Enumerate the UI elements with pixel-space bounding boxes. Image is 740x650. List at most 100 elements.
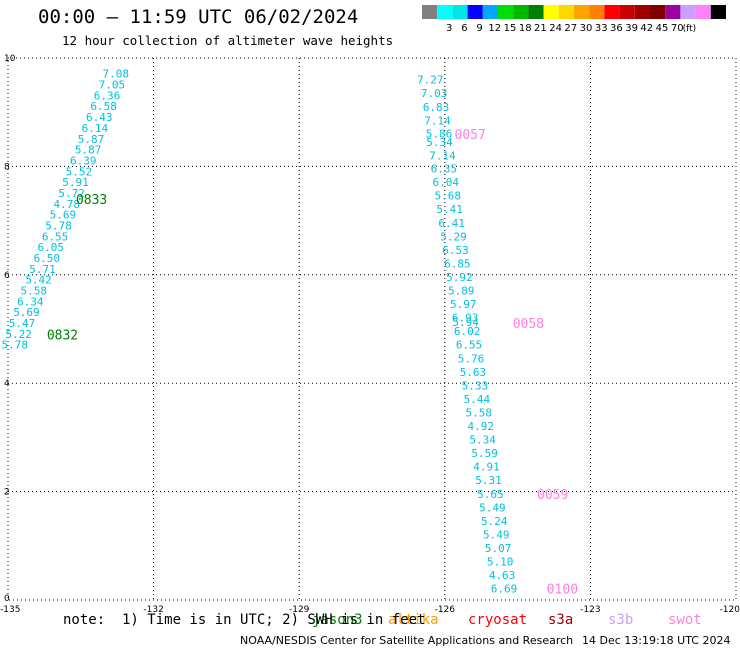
wave-height-value: 5.34 (426, 136, 453, 149)
pass-time-label: 0832 (47, 328, 78, 343)
wave-height-value: 5.92 (446, 271, 473, 284)
color-scale-label: 24 (549, 23, 562, 34)
wave-height-value: 5.78 (2, 339, 29, 352)
color-scale-label: 39 (625, 23, 638, 34)
y-tick-label: 2 (4, 488, 10, 498)
wave-height-value: 6.36 (94, 89, 121, 102)
wave-height-value: 7.14 (424, 114, 451, 127)
wave-height-value: 5.97 (450, 298, 477, 311)
pass-time-label: 0100 (547, 583, 578, 598)
legend-item-cryosat: cryosat (468, 612, 528, 628)
color-swatch (574, 5, 590, 19)
y-tick-label: 0 (4, 594, 10, 604)
color-swatch (634, 5, 650, 19)
color-swatch (437, 5, 453, 19)
wave-height-value: 4.91 (473, 461, 500, 474)
color-scale-label: 12 (488, 23, 501, 34)
color-scale-label: 42 (640, 23, 653, 34)
wave-height-value: 5.49 (479, 501, 506, 514)
color-scale-label: 18 (519, 23, 532, 34)
wave-height-value: 6.69 (491, 583, 518, 596)
wave-height-value: 6.55 (42, 230, 69, 243)
map-title: 00:00 – 11:59 UTC 06/02/2024 (38, 6, 359, 28)
wave-height-value: 5.69 (50, 209, 77, 222)
map-subtitle: 12 hour collection of altimeter wave hei… (62, 33, 394, 48)
wave-height-value: 7.03 (421, 87, 448, 100)
legend-item-s3b: s3b (608, 612, 634, 628)
color-scale-label: 27 (564, 23, 577, 34)
color-scale-label: 6 (461, 23, 467, 34)
pass-time-label: 0059 (537, 488, 568, 503)
wave-height-value: 6.05 (37, 241, 64, 254)
color-swatch (680, 5, 696, 19)
pass-time-label: 0058 (513, 317, 544, 332)
wave-height-value: 7.27 (417, 74, 444, 87)
wave-height-value: 6.34 (17, 295, 44, 308)
color-swatch (467, 5, 483, 19)
color-scale-bar: 3 6 9 12 15 18 21 24 27 30 33 36 39 42 45 70 (ft) (422, 5, 726, 34)
x-tick-label: -129 (289, 605, 310, 615)
wave-height-value: 6.58 (90, 100, 117, 113)
legend-item-s3a: s3a (548, 612, 574, 628)
pass-time-label: 0057 (455, 128, 486, 143)
color-scale-label: 33 (595, 23, 608, 34)
wave-height-value: 5.24 (481, 515, 508, 528)
wave-height-value: 5.44 (464, 393, 491, 406)
wave-height-value: 6.93 (452, 312, 479, 325)
color-swatch (543, 5, 559, 19)
wave-height-value: 5.87 (75, 144, 102, 157)
wave-height-value: 5.59 (471, 447, 498, 460)
wave-height-value: 6.02 (454, 325, 481, 338)
wave-height-value: 5.58 (466, 406, 493, 419)
wave-height-value: 5.49 (483, 528, 510, 541)
color-scale-label: 21 (534, 23, 547, 34)
wave-height-value: 6.85 (444, 257, 471, 270)
color-swatch (513, 5, 529, 19)
wave-height-value: 4.92 (467, 420, 494, 433)
wave-height-value: 5.91 (62, 176, 89, 189)
wave-height-value: 5.69 (13, 306, 40, 319)
y-tick-label: 4 (4, 379, 10, 389)
wave-height-value: 5.34 (469, 434, 496, 447)
wave-height-value: 5.47 (9, 317, 36, 330)
wave-height-value: 6.39 (70, 154, 97, 167)
wave-height-value: 7.08 (102, 68, 129, 81)
color-swatch (482, 5, 498, 19)
wave-height-value: 6.41 (438, 217, 465, 230)
wave-height-value: 5.22 (5, 328, 32, 341)
wave-height-value: 6.55 (456, 339, 483, 352)
wave-height-value: 6.50 (34, 252, 61, 265)
wave-height-value: 7.05 (99, 79, 126, 92)
generated-timestamp: 14 Dec 13:19:18 UTC 2024 (582, 634, 731, 647)
wave-height-value: 5.76 (458, 352, 485, 365)
wave-height-value: 5.65 (477, 488, 504, 501)
wave-height-value: 5.58 (20, 285, 47, 298)
color-scale-label: 45 (656, 23, 669, 34)
wave-height-value: 6.04 (433, 176, 460, 189)
color-swatch (665, 5, 681, 19)
x-tick-label: -120 (720, 605, 740, 615)
x-tick-label: -123 (580, 605, 600, 615)
color-scale-label: 70 (671, 23, 684, 34)
wave-height-value: 5.72 (58, 187, 85, 200)
wave-height-value: 5.10 (487, 556, 514, 569)
wave-height-value: 5.31 (475, 474, 502, 487)
legend-item-swot: swot (668, 612, 702, 628)
wave-height-value: 6.53 (442, 244, 469, 257)
color-scale-label: 9 (476, 23, 482, 34)
color-swatch (528, 5, 544, 19)
color-swatch (498, 5, 514, 19)
wave-height-value: 5.87 (78, 133, 105, 146)
wave-height-value: 5.71 (29, 263, 56, 276)
x-tick-label: -135 (0, 605, 20, 615)
wave-height-value: 4.63 (489, 569, 516, 582)
wave-height-value: 5.78 (45, 219, 72, 232)
legend-item-jason3: jason3 (312, 612, 363, 628)
wave-height-value: 5.94 (452, 316, 479, 329)
color-swatch (695, 5, 711, 19)
color-swatch (650, 5, 666, 19)
x-tick-label: -126 (435, 605, 456, 615)
wave-height-value: 5.52 (66, 165, 93, 178)
color-swatch (710, 5, 726, 19)
